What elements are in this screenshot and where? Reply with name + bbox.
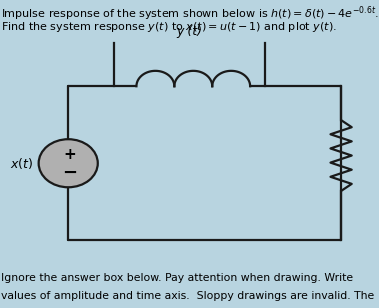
Text: −: − <box>62 164 77 181</box>
Text: values of amplitude and time axis.  Sloppy drawings are invalid. The: values of amplitude and time axis. Slopp… <box>1 291 374 301</box>
Text: Impulse response of the system shown below is $h(t) = \delta(t) - 4e^{-0.6t}$.: Impulse response of the system shown bel… <box>1 5 379 23</box>
Text: Ignore the answer box below. Pay attention when drawing. Write: Ignore the answer box below. Pay attenti… <box>1 273 353 282</box>
Text: $x(t)$: $x(t)$ <box>9 156 33 171</box>
Text: +: + <box>63 148 76 162</box>
Text: Find the system response $y(t)$ to $x(t) = u(t-1)$ and plot $y(t)$.: Find the system response $y(t)$ to $x(t)… <box>1 20 337 34</box>
Text: y (t): y (t) <box>177 26 202 38</box>
Circle shape <box>39 139 98 187</box>
